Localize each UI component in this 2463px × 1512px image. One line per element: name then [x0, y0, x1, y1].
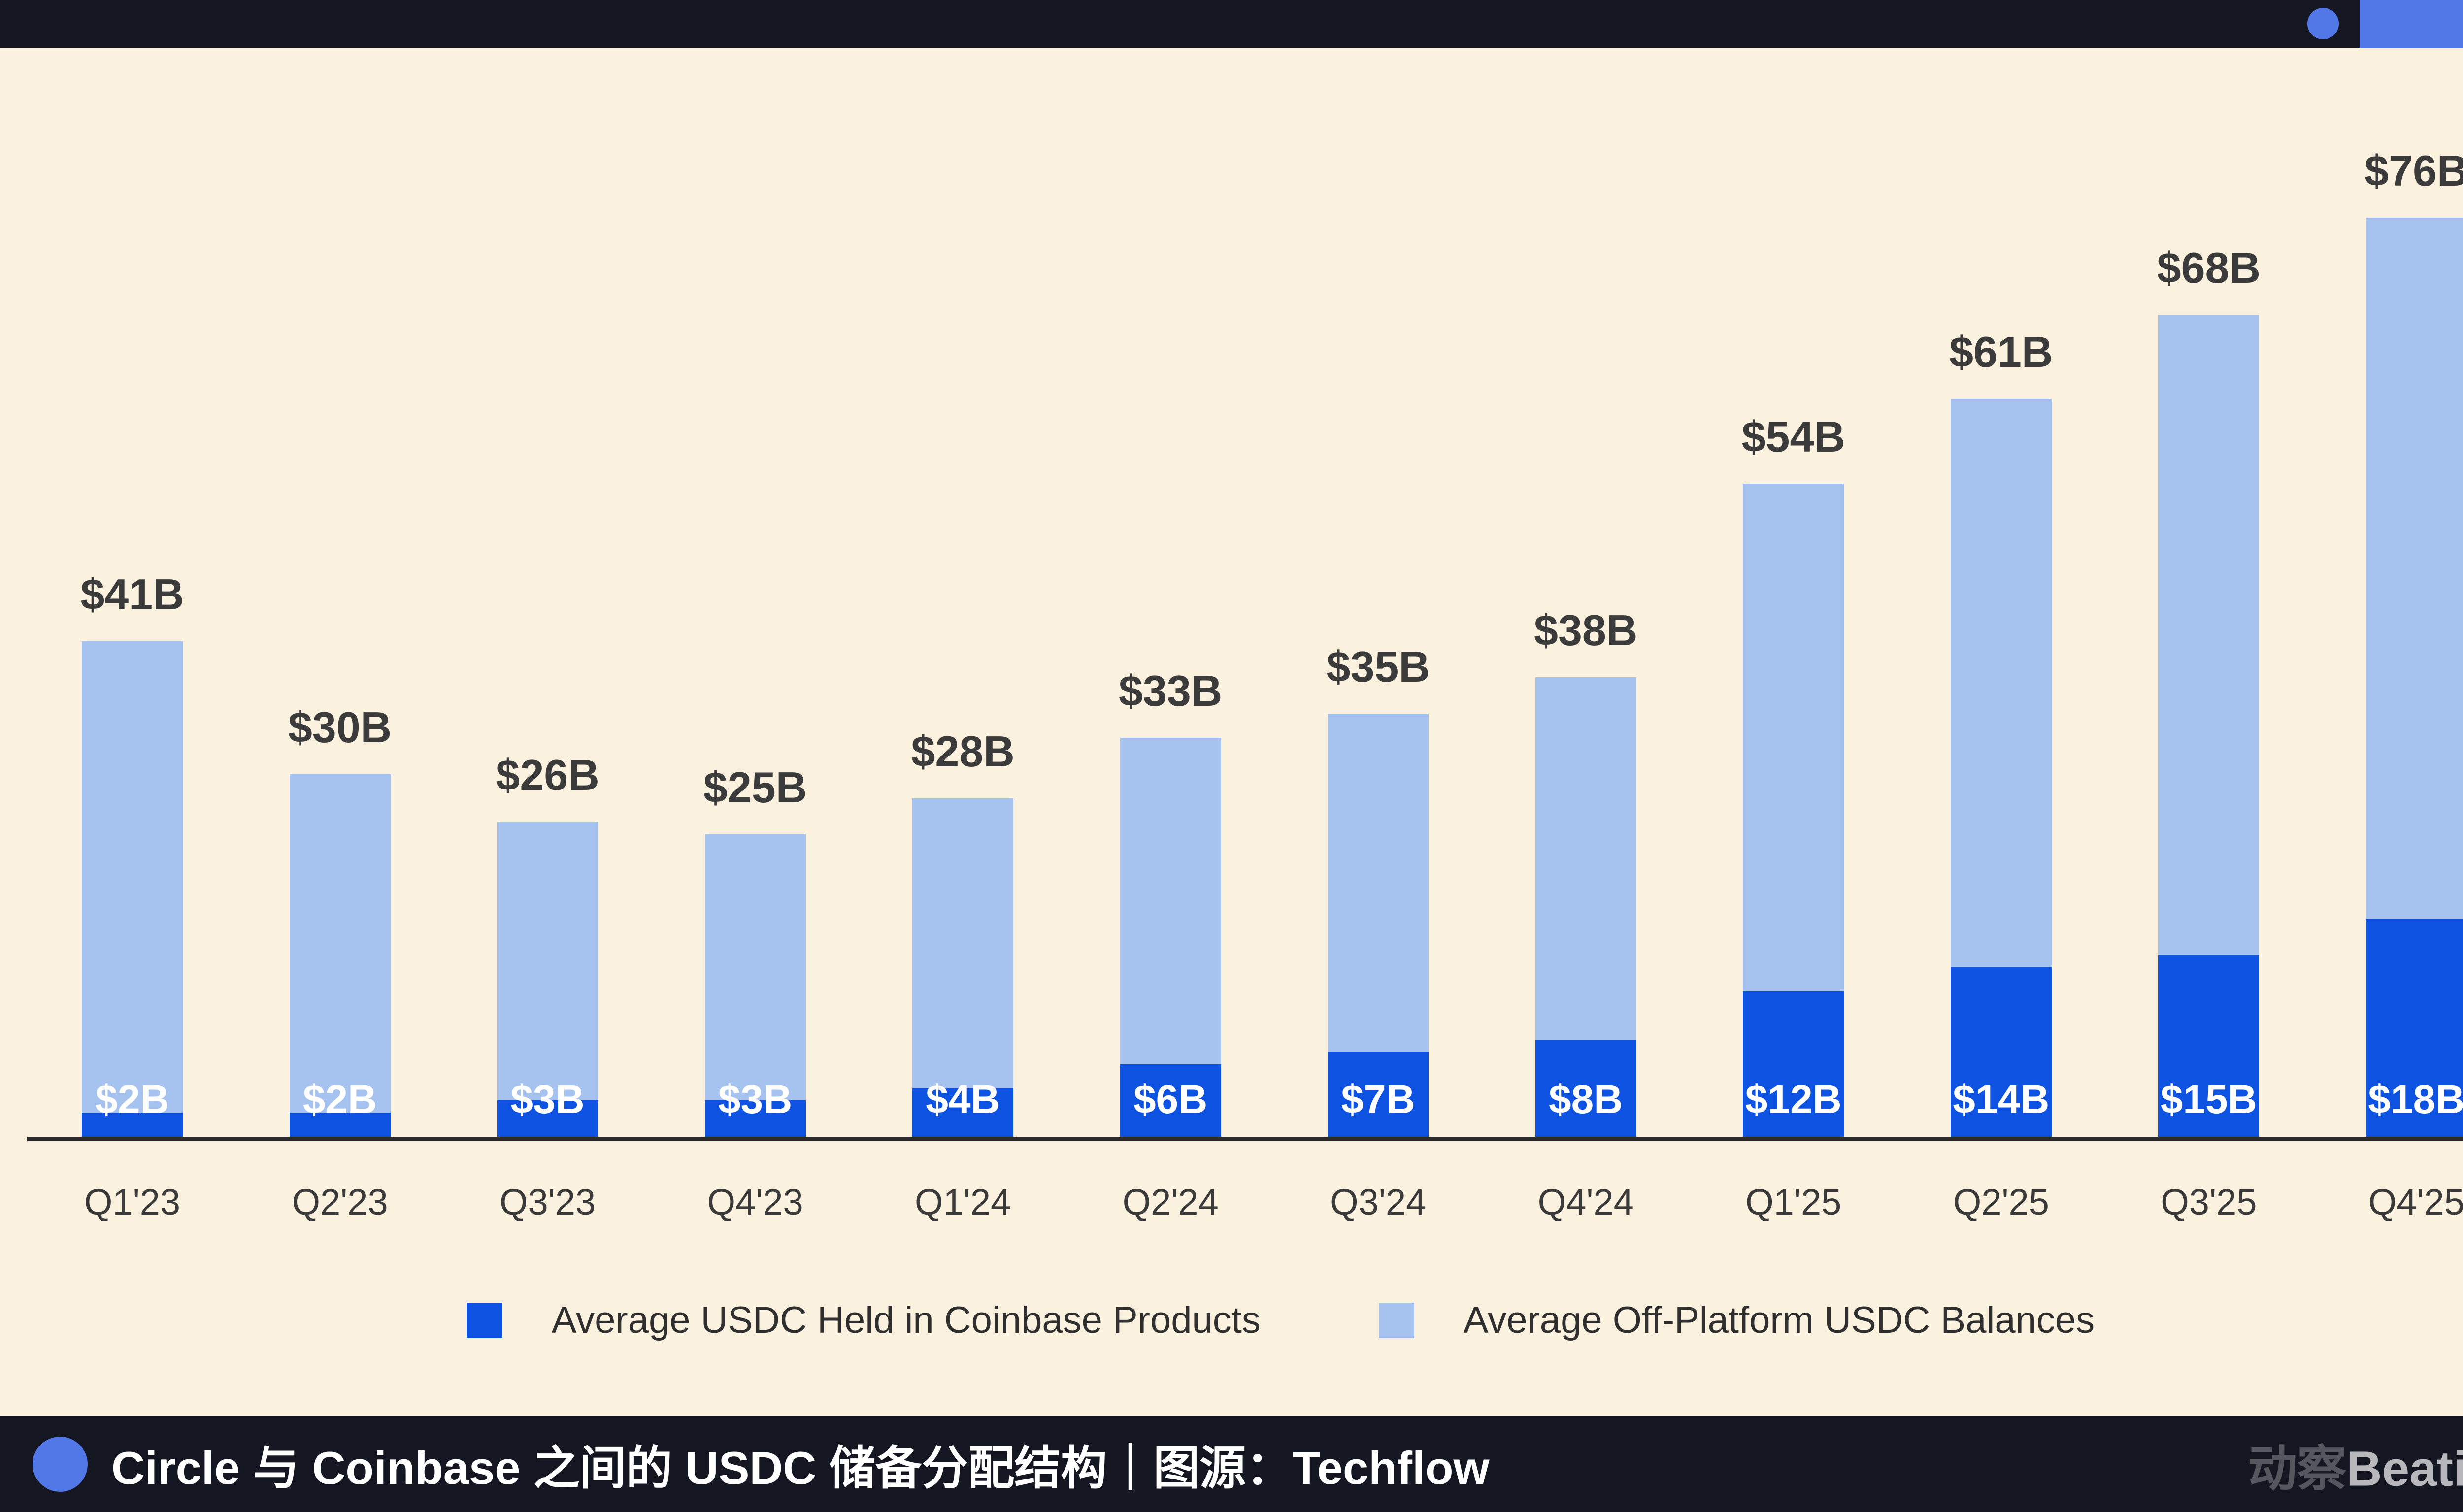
legend-swatch-offplatform: [1378, 1302, 1414, 1338]
x-axis-tick-label: Q4'24: [1537, 1182, 1634, 1222]
bar-inner-label: $12B: [1745, 1077, 1842, 1122]
legend: Average USDC Held in Coinbase Products A…: [0, 1299, 2463, 1342]
bar-total-label: $35B: [1326, 642, 1430, 691]
x-axis-tick-label: Q1'24: [915, 1182, 1011, 1222]
bar-inner-label: $7B: [1341, 1077, 1415, 1122]
bar-group: $25B $3B: [703, 763, 807, 1137]
bar-segment-offplatform: [497, 822, 599, 1100]
legend-item-coinbase: Average USDC Held in Coinbase Products: [466, 1299, 1261, 1342]
watermark-cn: 动察: [2248, 1441, 2347, 1496]
bar-segment-offplatform: [82, 641, 183, 1113]
caption: Circle 与 Coinbase 之间的 USDC 储备分配结构｜图源：Tec…: [111, 1442, 1490, 1494]
x-axis-tick-label: Q4'25: [2368, 1182, 2463, 1222]
x-axis-tick-label: Q4'23: [707, 1182, 803, 1222]
bar-group: $68B $15B: [2157, 243, 2261, 1137]
legend-swatch-coinbase: [466, 1302, 502, 1338]
bar-segment-offplatform: [2365, 218, 2463, 919]
x-axis-labels: Q1'23 Q2'23 Q3'23 Q4'23 Q1'24 Q2'24 Q3'24 Q4'24…: [82, 1181, 2463, 1224]
bar-segment-coinbase: [1328, 1052, 1429, 1137]
brand-dot-icon: [2307, 8, 2339, 39]
bar-inner-label: $15B: [2160, 1077, 2257, 1122]
bar-segment-offplatform: [289, 774, 391, 1113]
bar-group: $35B $7B: [1326, 642, 1430, 1137]
bar-total-label: $25B: [703, 763, 807, 812]
x-axis-tick-label: Q1'25: [1745, 1182, 1842, 1222]
bar-segment-offplatform: [1120, 738, 1221, 1064]
bar-segment-coinbase: [2365, 919, 2463, 1137]
bar-segment-offplatform: [912, 798, 1014, 1088]
bar-group: $28B $4B: [911, 727, 1015, 1137]
bar-inner-label: $18B: [2368, 1077, 2463, 1122]
bar-total-label: $61B: [1949, 328, 2053, 377]
bar-total-label: $54B: [1741, 412, 1845, 461]
bar-segment-offplatform: [704, 834, 806, 1100]
bar-group: $61B $14B: [1949, 328, 2053, 1137]
bar-segment-offplatform: [1535, 677, 1636, 1040]
chart-area: $41B $2B $30B $2B $26B $3B $25B $3B $28B $4B $33B $…: [0, 48, 2463, 1416]
bar-group: $33B $6B: [1118, 666, 1223, 1137]
bar-inner-label: $2B: [302, 1077, 377, 1122]
bar-inner-label: $3B: [718, 1077, 793, 1122]
legend-label-coinbase: Average USDC Held in Coinbase Products: [551, 1299, 1261, 1341]
bar-total-label: $33B: [1118, 666, 1223, 716]
bar-inner-label: $6B: [1133, 1077, 1208, 1122]
bar-group: $26B $3B: [496, 751, 599, 1137]
watermark: 动察Beating: [2248, 1428, 2463, 1500]
bar-inner-label: $8B: [1549, 1077, 1623, 1122]
source-dot-icon: [33, 1436, 88, 1492]
bar-segment-coinbase: [1120, 1064, 1221, 1137]
bar-segment-offplatform: [1950, 399, 2052, 967]
brand-bar-decoration: [2360, 0, 2463, 48]
bar-segment-coinbase: [497, 1100, 599, 1137]
x-axis-tick-label: Q3'24: [1330, 1182, 1427, 1222]
bar-total-label: $30B: [288, 703, 392, 752]
bar-segment-coinbase: [1743, 991, 1844, 1137]
legend-item-offplatform: Average Off-Platform USDC Balances: [1378, 1299, 2095, 1342]
watermark-en: Beating: [2346, 1441, 2463, 1496]
legend-label-offplatform: Average Off-Platform USDC Balances: [1463, 1299, 2095, 1341]
x-axis-tick-label: Q3'23: [499, 1182, 596, 1222]
bar-total-label: $41B: [80, 570, 184, 619]
bar-segment-coinbase: [289, 1113, 391, 1137]
bar-chart: $41B $2B $30B $2B $26B $3B $25B $3B $28B $4B $33B $…: [80, 48, 2463, 1137]
bar-segment-coinbase: [1535, 1040, 1636, 1137]
bar-total-label: $76B: [2364, 146, 2463, 196]
bar-inner-label: $2B: [95, 1077, 169, 1122]
bar-segment-coinbase: [82, 1113, 183, 1137]
bar-inner-label: $3B: [510, 1077, 585, 1122]
bar-segment-coinbase: [2158, 955, 2260, 1137]
bar-segment-coinbase: [704, 1100, 806, 1137]
bar-group: $41B $2B: [80, 570, 184, 1137]
footer-bar: Circle 与 Coinbase 之间的 USDC 储备分配结构｜图源：Tec…: [0, 1416, 2463, 1512]
bar-segment-offplatform: [1328, 714, 1429, 1052]
bar-segment-offplatform: [1743, 484, 1844, 991]
bar-group: $76B $18B: [2364, 146, 2463, 1137]
x-axis-tick-label: Q2'24: [1122, 1182, 1219, 1222]
x-axis-line: [27, 1137, 2463, 1141]
x-axis-tick-label: Q2'23: [292, 1182, 388, 1222]
bar-group: $38B $8B: [1534, 606, 1638, 1137]
bar-segment-coinbase: [1950, 967, 2052, 1137]
bar-total-label: $68B: [2157, 243, 2261, 293]
bar-inner-label: $14B: [1953, 1077, 2050, 1122]
bar-inner-label: $4B: [926, 1077, 1000, 1122]
bar-total-label: $26B: [496, 751, 599, 800]
bar-group: $30B $2B: [288, 703, 392, 1137]
bar-segment-coinbase: [912, 1088, 1014, 1137]
bar-total-label: $38B: [1534, 606, 1638, 655]
bar-total-label: $28B: [911, 727, 1015, 776]
x-axis-tick-label: Q3'25: [2161, 1182, 2257, 1222]
top-bar: [0, 0, 2463, 48]
x-axis-tick-label: Q1'23: [84, 1182, 181, 1222]
bar-segment-offplatform: [2158, 315, 2260, 955]
bar-group: $54B $12B: [1741, 412, 1845, 1137]
x-axis-tick-label: Q2'25: [1953, 1182, 2049, 1222]
